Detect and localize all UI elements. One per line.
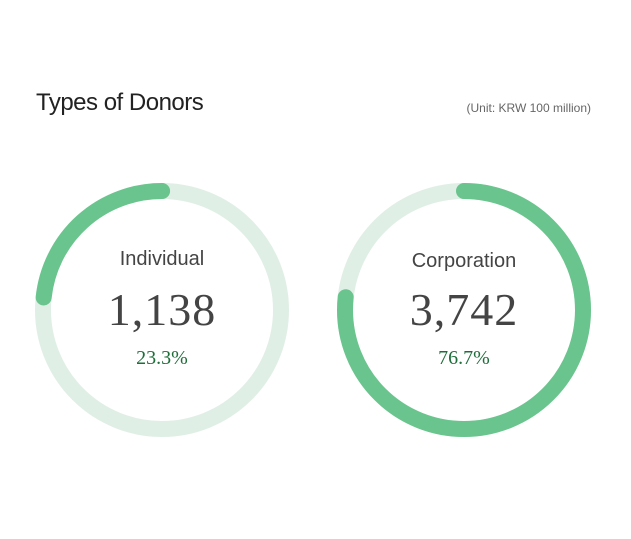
percent-label-corporation: 76.7% <box>438 347 490 369</box>
donut-ring-individual <box>35 183 289 437</box>
value-label-corporation: 3,742 <box>409 284 519 335</box>
percent-label-individual: 23.3% <box>136 347 188 369</box>
donut-individual: Individual 1,138 23.3% <box>27 175 297 445</box>
donut-arc-corporation <box>337 183 591 437</box>
category-label-corporation: Corporation <box>411 250 517 272</box>
category-label-individual: Individual <box>119 248 205 270</box>
chart-title: Types of Donors <box>36 89 204 116</box>
donut-arc-individual <box>35 183 289 437</box>
donut-ring-corporation <box>337 183 591 437</box>
value-label-individual: 1,138 <box>107 284 217 335</box>
donut-corporation: Corporation 3,742 76.7% <box>329 175 599 445</box>
unit-note: (Unit: KRW 100 million) <box>466 101 591 115</box>
